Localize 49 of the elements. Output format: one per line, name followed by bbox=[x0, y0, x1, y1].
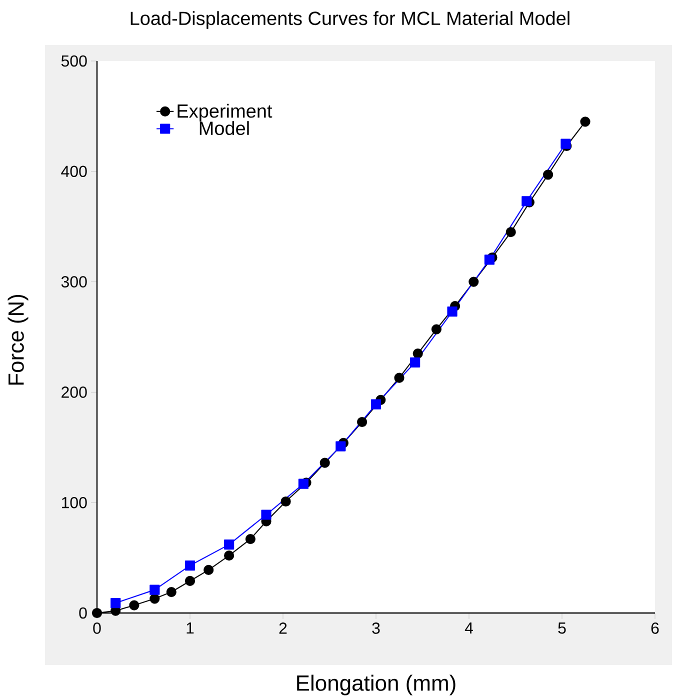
point bbox=[298, 478, 309, 489]
point bbox=[280, 496, 291, 507]
point bbox=[224, 540, 234, 550]
chart-title: Load-Displacements Curves for MCL Material Model bbox=[130, 11, 570, 29]
point bbox=[261, 510, 272, 520]
point bbox=[129, 600, 140, 610]
y-tick-label: 400 bbox=[61, 166, 87, 178]
x-tick-label: 5 bbox=[558, 622, 566, 634]
point bbox=[580, 116, 590, 127]
x-tick-label: 0 bbox=[93, 622, 101, 634]
x-tick-label: 6 bbox=[651, 622, 659, 634]
point bbox=[410, 357, 420, 368]
legend-label: Model bbox=[200, 121, 249, 136]
y-axis-title: Force (N) bbox=[8, 294, 28, 385]
point bbox=[150, 584, 160, 595]
y-tick-label: 300 bbox=[61, 276, 87, 288]
point bbox=[484, 254, 495, 265]
point bbox=[560, 138, 571, 149]
point bbox=[245, 534, 256, 544]
x-tick-label: 2 bbox=[279, 622, 287, 634]
point bbox=[320, 458, 330, 468]
point bbox=[412, 348, 423, 359]
point bbox=[357, 416, 368, 428]
point bbox=[543, 170, 554, 180]
x-tick-label: 1 bbox=[186, 622, 194, 634]
legend-label: Experiment bbox=[178, 104, 272, 122]
y-tick-label: 0 bbox=[79, 607, 87, 619]
point bbox=[92, 608, 102, 618]
y-tick-label: 500 bbox=[61, 55, 87, 67]
point bbox=[468, 276, 479, 287]
point bbox=[166, 586, 176, 598]
point bbox=[224, 550, 234, 561]
point bbox=[447, 306, 458, 317]
point bbox=[506, 227, 516, 238]
y-tick-label: 200 bbox=[62, 386, 87, 398]
point bbox=[110, 598, 121, 608]
x-tick-label: 4 bbox=[464, 622, 473, 634]
x-tick-label: 3 bbox=[372, 622, 380, 634]
point bbox=[370, 399, 382, 410]
point bbox=[204, 564, 214, 575]
point bbox=[184, 576, 196, 586]
point bbox=[336, 441, 346, 452]
y-tick-label: 100 bbox=[62, 496, 87, 508]
point bbox=[522, 196, 532, 206]
x-axis-title: Elongation (mm) bbox=[297, 674, 456, 696]
point bbox=[431, 324, 442, 334]
point bbox=[184, 560, 196, 571]
point bbox=[150, 594, 160, 604]
point bbox=[394, 372, 404, 383]
